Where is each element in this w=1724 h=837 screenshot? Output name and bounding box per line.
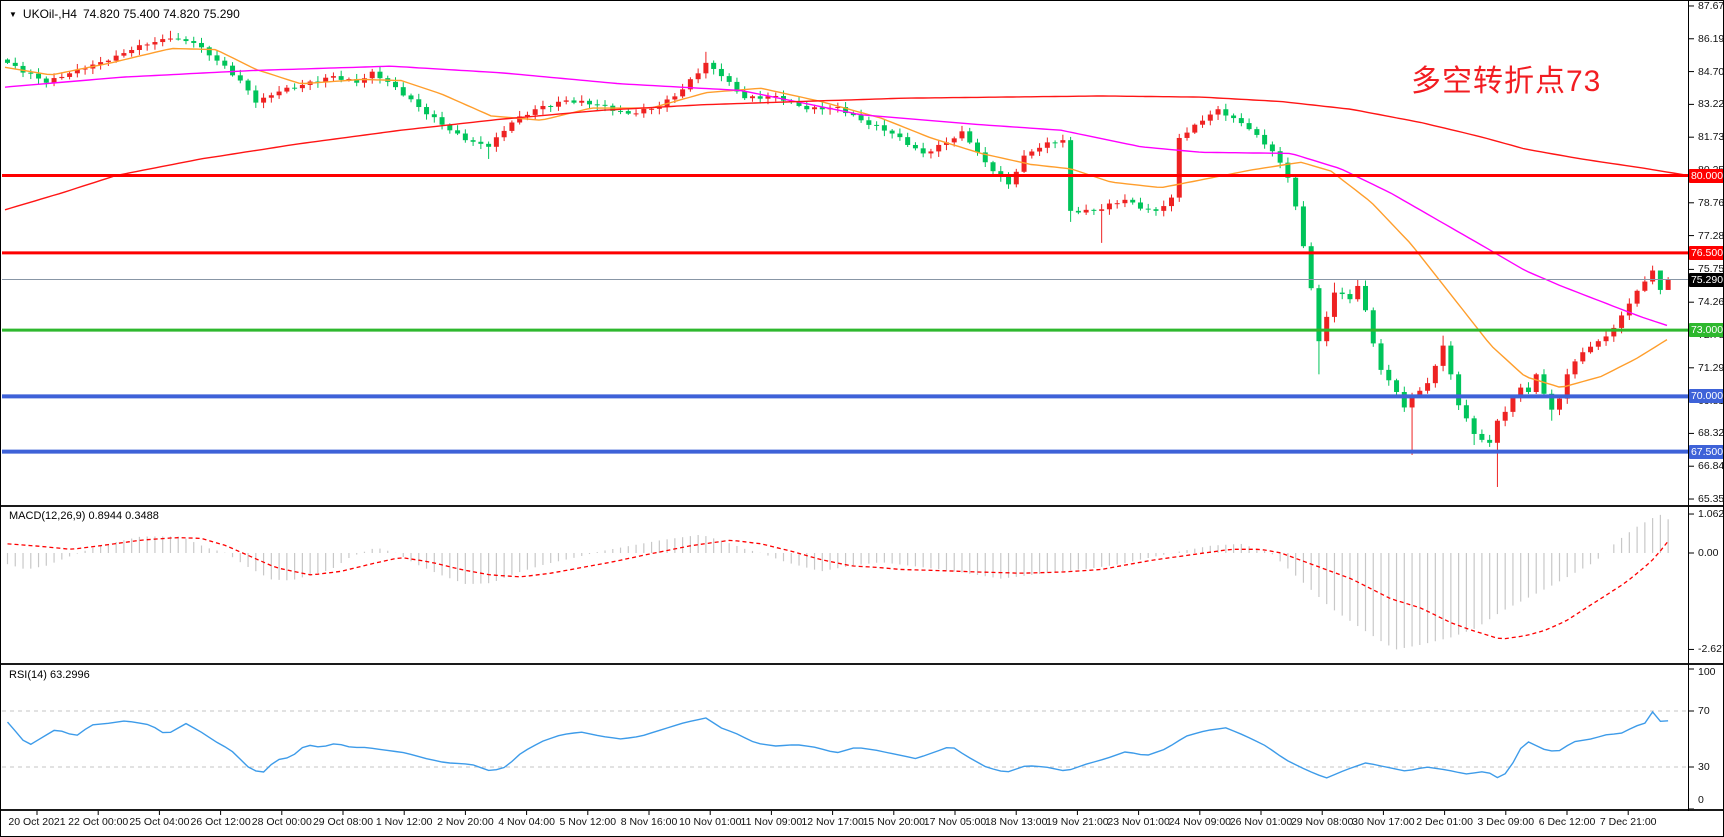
price-tick-label: 81.735 bbox=[1698, 131, 1724, 144]
time-axis-label: 29 Oct 08:00 bbox=[312, 816, 374, 828]
time-axis-label: 18 Nov 13:00 bbox=[984, 816, 1048, 828]
macd-indicator-label: MACD(12,26,9) 0.8944 0.3488 bbox=[9, 510, 159, 522]
macd-tick-label: 1.0621 bbox=[1698, 508, 1724, 521]
price-level-badge: 67.500 bbox=[1689, 444, 1724, 459]
macd-tick-label: -2.6276 bbox=[1698, 643, 1723, 656]
slow-ma-line bbox=[4, 95, 1686, 211]
price-tick-label: 77.280 bbox=[1698, 229, 1724, 242]
time-axis-label: 7 Dec 21:00 bbox=[1599, 816, 1657, 828]
price-level-badge: 80.000 bbox=[1689, 168, 1724, 183]
medium-ma-line bbox=[4, 65, 1668, 327]
panel-separator-rsi[interactable] bbox=[1, 663, 1723, 665]
collapse-arrow-icon[interactable]: ▼ bbox=[9, 9, 17, 19]
price-level-badge: 70.000 bbox=[1689, 389, 1724, 404]
time-axis-label: 22 Oct 00:00 bbox=[68, 816, 129, 828]
price-tick-label: 68.325 bbox=[1698, 427, 1724, 440]
time-axis-label: 29 Nov 08:00 bbox=[1290, 816, 1354, 828]
time-axis-label: 28 Oct 00:00 bbox=[251, 816, 312, 828]
ohlc-values: 74.820 75.400 74.820 75.290 bbox=[82, 7, 240, 21]
time-axis-label: 19 Nov 21:00 bbox=[1046, 816, 1109, 828]
price-tick-label: 66.840 bbox=[1698, 460, 1724, 473]
time-axis-label: 26 Nov 01:00 bbox=[1229, 816, 1293, 828]
time-axis-label: 1 Nov 12:00 bbox=[375, 816, 433, 828]
time-axis-label: 2 Dec 01:00 bbox=[1416, 816, 1473, 828]
price-level-badge: 76.500 bbox=[1689, 245, 1724, 260]
rsi-tick-label: 70 bbox=[1698, 705, 1710, 717]
time-axis-label: 24 Nov 09:00 bbox=[1168, 816, 1232, 828]
time-axis-label: 12 Nov 17:00 bbox=[801, 816, 864, 828]
time-axis-label: 15 Nov 20:00 bbox=[862, 816, 926, 828]
current-price-badge: 75.290 bbox=[1689, 272, 1724, 287]
rsi-tick-label: 0 bbox=[1698, 794, 1704, 806]
price-tick-label: 87.675 bbox=[1698, 0, 1724, 12]
annotation-text[interactable]: 多空转折点73 bbox=[1411, 65, 1602, 98]
rsi-tick-label: 30 bbox=[1698, 761, 1710, 773]
macd-tick-label: 0.00 bbox=[1698, 547, 1719, 559]
rsi-tick-label: 100 bbox=[1698, 666, 1716, 678]
price-level-badge: 73.000 bbox=[1689, 323, 1724, 338]
time-axis-label: 5 Nov 12:00 bbox=[559, 816, 617, 828]
time-axis-label: 11 Nov 09:00 bbox=[740, 816, 803, 828]
time-axis-label: 25 Oct 04:00 bbox=[129, 816, 190, 828]
price-tick-label: 65.355 bbox=[1698, 493, 1724, 506]
price-tick-label: 86.190 bbox=[1698, 32, 1724, 45]
price-tick-label: 71.295 bbox=[1698, 361, 1724, 374]
time-axis-label: 10 Nov 01:00 bbox=[678, 816, 742, 828]
time-axis-label: 8 Nov 16:00 bbox=[620, 816, 678, 828]
price-tick-label: 84.705 bbox=[1698, 65, 1724, 78]
time-axis-label: 23 Nov 01:00 bbox=[1107, 816, 1170, 828]
panel-separator-time bbox=[1, 809, 1723, 811]
price-axis-divider[interactable] bbox=[1688, 1, 1689, 811]
price-tick-label: 75.750 bbox=[1698, 263, 1724, 276]
rsi-indicator-label: RSI(14) 63.2996 bbox=[9, 669, 90, 681]
panel-separator-macd[interactable] bbox=[1, 505, 1723, 507]
time-axis-label: 3 Dec 09:00 bbox=[1477, 816, 1535, 828]
candles-layer bbox=[5, 30, 1671, 487]
time-axis-label: 17 Nov 05:00 bbox=[923, 816, 987, 828]
time-axis-label: 4 Nov 04:00 bbox=[498, 816, 555, 828]
time-axis-label: 6 Dec 12:00 bbox=[1538, 816, 1596, 828]
time-axis-label: 30 Nov 17:00 bbox=[1352, 816, 1415, 828]
price-tick-label: 74.265 bbox=[1698, 296, 1724, 309]
price-tick-label: 83.220 bbox=[1698, 98, 1724, 111]
fast-ma-line bbox=[4, 47, 1668, 388]
rsi-line bbox=[6, 710, 1669, 779]
chart-title: ▼ UKOil-,H4 74.820 75.400 74.820 75.290 bbox=[9, 7, 240, 21]
time-axis-label: 20 Oct 2021 bbox=[8, 816, 66, 828]
symbol-period-label: UKOil-,H4 bbox=[22, 7, 77, 21]
macd-layer bbox=[6, 514, 1669, 650]
time-axis-label: 26 Oct 12:00 bbox=[190, 816, 251, 828]
time-axis-label: 2 Nov 20:00 bbox=[437, 816, 494, 828]
price-tick-label: 78.765 bbox=[1698, 196, 1724, 209]
